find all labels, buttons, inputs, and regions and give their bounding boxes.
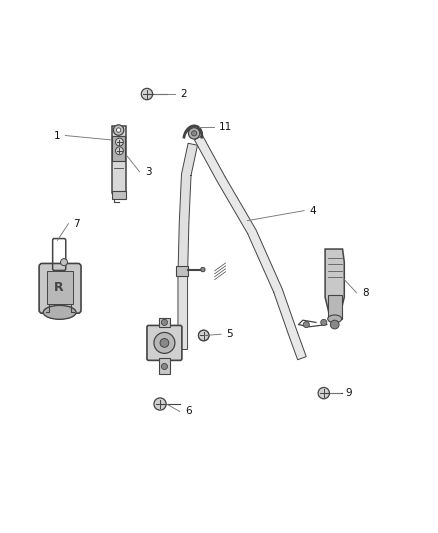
- Circle shape: [154, 398, 166, 410]
- Circle shape: [60, 259, 67, 265]
- Bar: [112, 126, 126, 193]
- Circle shape: [116, 138, 124, 146]
- Circle shape: [198, 330, 209, 341]
- Text: 3: 3: [145, 167, 152, 177]
- Ellipse shape: [328, 315, 342, 323]
- Circle shape: [117, 128, 121, 132]
- Circle shape: [161, 364, 167, 369]
- Circle shape: [161, 319, 167, 326]
- Text: R: R: [54, 281, 64, 294]
- Circle shape: [318, 387, 329, 399]
- Bar: [159, 318, 170, 327]
- Bar: [46, 271, 73, 304]
- Circle shape: [303, 321, 309, 328]
- FancyBboxPatch shape: [39, 263, 81, 313]
- Polygon shape: [325, 249, 344, 319]
- Circle shape: [191, 131, 197, 136]
- Text: 8: 8: [362, 288, 368, 298]
- Bar: [112, 191, 126, 199]
- Circle shape: [116, 147, 124, 155]
- Text: 5: 5: [226, 329, 233, 339]
- Text: 7: 7: [74, 219, 80, 229]
- Circle shape: [201, 268, 205, 272]
- Text: 4: 4: [309, 206, 316, 216]
- Polygon shape: [178, 143, 198, 350]
- Circle shape: [154, 333, 175, 353]
- Bar: [159, 358, 170, 374]
- Ellipse shape: [43, 305, 76, 319]
- Text: 1: 1: [53, 131, 60, 141]
- Circle shape: [330, 320, 339, 329]
- Polygon shape: [194, 135, 306, 360]
- Text: 6: 6: [185, 407, 191, 416]
- Text: 11: 11: [219, 122, 232, 132]
- Bar: [328, 295, 342, 319]
- Bar: [113, 136, 125, 161]
- Circle shape: [188, 128, 200, 139]
- Circle shape: [113, 125, 124, 135]
- Bar: [176, 265, 187, 276]
- Circle shape: [321, 319, 327, 326]
- Text: 9: 9: [346, 388, 352, 398]
- Circle shape: [160, 338, 169, 348]
- Circle shape: [198, 330, 209, 341]
- Text: 2: 2: [180, 89, 187, 99]
- Circle shape: [141, 88, 152, 100]
- FancyBboxPatch shape: [147, 326, 182, 360]
